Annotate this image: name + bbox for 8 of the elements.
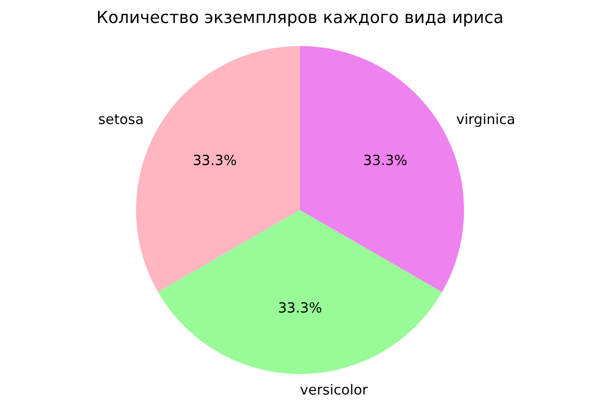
slice-label: setosa <box>98 112 144 128</box>
slice-label: versicolor <box>300 382 368 398</box>
pie-slice <box>158 210 442 374</box>
data-label: 33.3% <box>192 152 237 169</box>
data-label: 33.3% <box>363 152 408 169</box>
slice-label: virginica <box>456 112 516 128</box>
chart-title: Количество экземпляров каждого вида ириса <box>96 7 504 27</box>
data-label: 33.3% <box>278 300 322 316</box>
